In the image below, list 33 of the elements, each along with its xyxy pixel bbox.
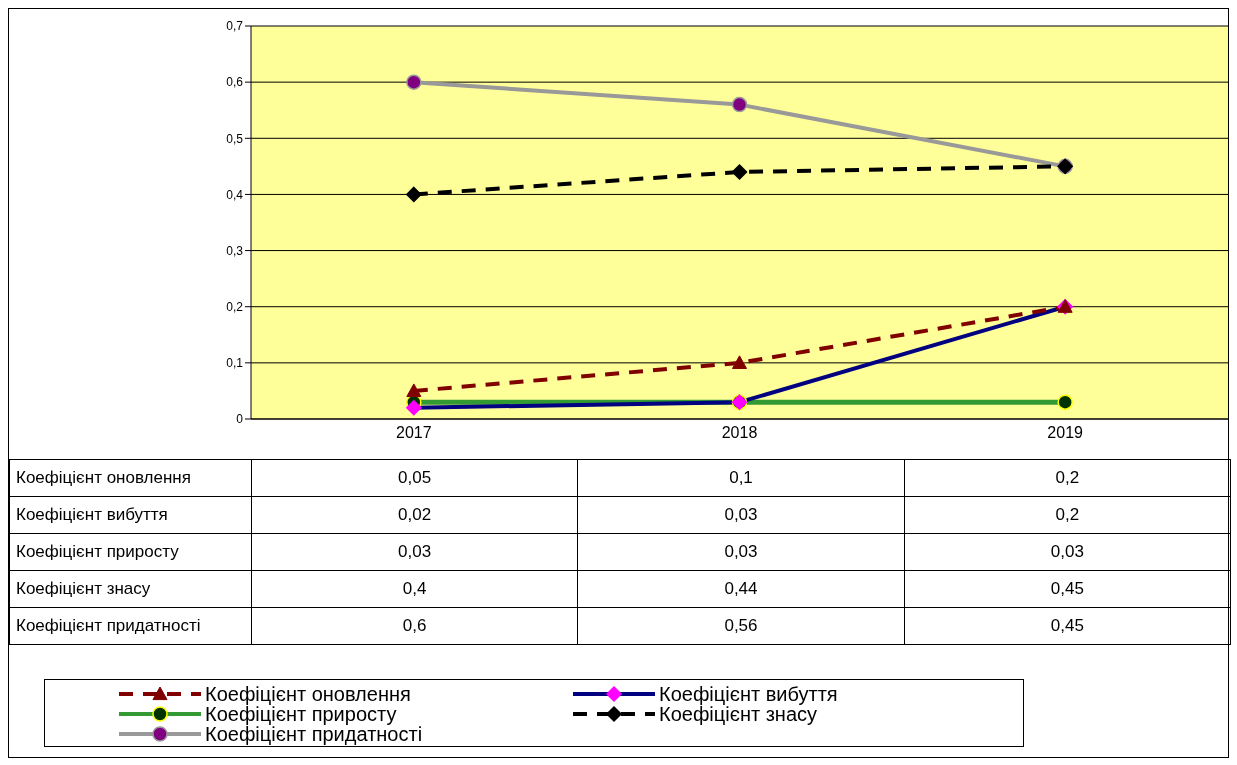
- text: Коефіцієнт вибуття: [16, 505, 168, 524]
- legend-label: Коефіцієнт вибуття: [659, 682, 838, 705]
- text: Коефіцієнт оновлення: [16, 468, 191, 487]
- data-label: 0,1: [577, 459, 905, 497]
- y-tick-label: 0,6: [226, 75, 244, 90]
- x-tick-label: 2019: [1047, 424, 1084, 442]
- data-label: 0,45: [904, 607, 1231, 645]
- data-label: 0,2: [904, 496, 1231, 534]
- data-label: 0,05: [251, 459, 578, 497]
- data-label: 0,2: [904, 459, 1231, 497]
- legend-label: Коефіцієнт оновлення: [205, 682, 411, 705]
- data-label: 0,03: [577, 533, 905, 571]
- data-label: 0,03: [251, 533, 578, 571]
- y-tick-label: 0,7: [226, 19, 244, 34]
- data-label: 0,56: [577, 607, 905, 645]
- data-label: 0,02: [251, 496, 578, 534]
- text: Коефіцієнт придатності: [16, 616, 201, 635]
- data-label: 0,45: [904, 570, 1231, 608]
- data-label: 0,4: [251, 570, 578, 608]
- y-tick-label: 0,1: [226, 356, 244, 371]
- text: Коефіцієнт приросту: [16, 542, 179, 561]
- data-label: 0,03: [904, 533, 1231, 571]
- y-tick-label: 0,4: [226, 187, 244, 202]
- text: Коефіцієнт знасу: [16, 579, 151, 598]
- data-label: 0,44: [577, 570, 905, 608]
- data-label: 0,03: [577, 496, 905, 534]
- x-tick-label: 2018: [721, 424, 758, 442]
- data-label: 0,6: [251, 607, 578, 645]
- y-tick-label: 0,2: [226, 299, 244, 314]
- x-tick-label: 2017: [396, 424, 432, 442]
- y-tick-label: 0: [236, 412, 244, 427]
- y-tick-label: 0,5: [226, 131, 244, 146]
- y-tick-label: 0,3: [226, 243, 244, 258]
